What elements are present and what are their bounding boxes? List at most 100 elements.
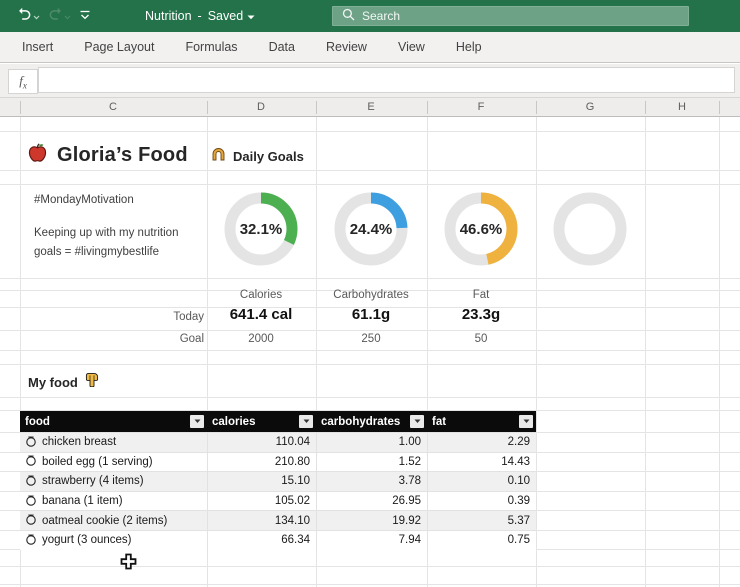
today-row-label: Today bbox=[173, 311, 204, 323]
header-calories[interactable]: calories bbox=[207, 411, 316, 432]
food-name-cell[interactable]: strawberry (4 items) bbox=[20, 472, 207, 491]
fat-filter-dropdown-icon[interactable] bbox=[519, 415, 533, 428]
undo-dropdown-chevron-icon[interactable] bbox=[33, 7, 40, 25]
fat-cell[interactable]: 14.43 bbox=[427, 452, 536, 472]
header-food[interactable]: food bbox=[20, 411, 207, 432]
carbohydrates-cell[interactable]: 3.78 bbox=[316, 472, 427, 491]
column-header-g[interactable]: G bbox=[585, 101, 595, 113]
social-note-cell[interactable]: #MondayMotivation Keeping up with my nut… bbox=[34, 191, 202, 262]
fat-cell[interactable]: 0.10 bbox=[427, 472, 536, 491]
customize-toolbar-button[interactable] bbox=[76, 5, 94, 27]
redo-dropdown-chevron-icon[interactable] bbox=[64, 7, 71, 25]
ribbon-tab-bar: Insert Page Layout Formulas Data Review … bbox=[0, 32, 740, 63]
document-title: Nutrition bbox=[145, 9, 192, 23]
carbohydrates-cell[interactable]: 19.92 bbox=[316, 511, 427, 530]
save-status-dropdown[interactable]: Saved bbox=[208, 9, 255, 23]
tab-review[interactable]: Review bbox=[325, 40, 367, 54]
tab-help[interactable]: Help bbox=[455, 40, 482, 54]
search-input[interactable]: Search bbox=[332, 6, 689, 26]
carbohydrates-filter-dropdown-icon[interactable] bbox=[410, 415, 424, 428]
calories-cell[interactable]: 15.10 bbox=[207, 472, 316, 491]
title-separator: - bbox=[197, 9, 202, 23]
fat-cell[interactable]: 0.75 bbox=[427, 530, 536, 550]
today-fat-value[interactable]: 23.3g bbox=[461, 306, 501, 323]
worksheet[interactable]: Gloria’s Food Daily Goals #MondayMotivat… bbox=[0, 117, 740, 587]
food-table-row[interactable]: banana (1 item) 105.02 26.95 0.39 bbox=[20, 490, 536, 511]
goal-fat-value[interactable]: 50 bbox=[474, 333, 488, 345]
column-header-f[interactable]: F bbox=[477, 101, 485, 113]
food-table-body: chicken breast 110.04 1.00 2.29 boiled egg (… bbox=[20, 432, 536, 550]
fat-cell[interactable]: 5.37 bbox=[427, 511, 536, 530]
saved-dropdown-chevron-icon bbox=[247, 9, 255, 23]
daily-goals-label: Daily Goals bbox=[233, 148, 304, 164]
calories-filter-dropdown-icon[interactable] bbox=[299, 415, 313, 428]
redo-button[interactable] bbox=[45, 4, 74, 28]
food-name-cell[interactable]: boiled egg (1 serving) bbox=[20, 453, 207, 472]
food-name: banana (1 item) bbox=[42, 495, 123, 508]
food-name-cell[interactable]: chicken breast bbox=[20, 433, 207, 452]
food-table-row[interactable]: strawberry (4 items) 15.10 3.78 0.10 bbox=[20, 471, 536, 491]
calories-cell[interactable]: 110.04 bbox=[207, 433, 316, 452]
title-bar: Nutrition - Saved Search bbox=[0, 0, 740, 32]
tab-formulas[interactable]: Formulas bbox=[185, 40, 238, 54]
food-item-icon bbox=[25, 513, 37, 528]
fat-donut-chart: 46.6% bbox=[441, 189, 521, 269]
food-item-icon bbox=[25, 533, 37, 548]
carbohydrates-cell[interactable]: 1.52 bbox=[316, 452, 427, 472]
column-header-d[interactable]: D bbox=[257, 101, 265, 113]
food-table-row[interactable]: oatmeal cookie (2 items) 134.10 19.92 5.37 bbox=[20, 510, 536, 530]
calories-donut-chart: 32.1% bbox=[221, 189, 301, 269]
calories-cell[interactable]: 66.34 bbox=[207, 530, 316, 550]
today-carbohydrates-value[interactable]: 61.1g bbox=[351, 306, 391, 323]
food-filter-dropdown-icon[interactable] bbox=[190, 415, 204, 428]
tab-page-layout[interactable]: Page Layout bbox=[84, 40, 155, 54]
my-food-heading-cell[interactable]: My food bbox=[28, 369, 99, 395]
fat-label: Fat bbox=[472, 289, 490, 301]
food-item-icon bbox=[25, 454, 37, 469]
food-table-header: food calories carbohydrates fat bbox=[20, 411, 536, 432]
food-name: yogurt (3 ounces) bbox=[42, 534, 132, 547]
daily-goals-cell[interactable]: Daily Goals bbox=[211, 145, 304, 167]
column-header-c[interactable]: C bbox=[109, 101, 117, 113]
my-food-label: My food bbox=[28, 374, 78, 390]
header-carbohydrates[interactable]: carbohydrates bbox=[316, 411, 427, 432]
fat-cell[interactable]: 0.39 bbox=[427, 491, 536, 511]
calories-cell[interactable]: 210.80 bbox=[207, 452, 316, 472]
sheet-title-cell[interactable]: Gloria’s Food bbox=[26, 139, 188, 171]
food-name-cell[interactable]: banana (1 item) bbox=[20, 492, 207, 511]
food-table-row[interactable]: chicken breast 110.04 1.00 2.29 bbox=[20, 432, 536, 452]
formula-bar: fx bbox=[0, 64, 740, 98]
goal-carbohydrates-value[interactable]: 250 bbox=[361, 333, 381, 345]
header-fat[interactable]: fat bbox=[427, 411, 536, 432]
carbohydrates-cell[interactable]: 1.00 bbox=[316, 433, 427, 452]
food-name-cell[interactable]: oatmeal cookie (2 items) bbox=[20, 511, 207, 530]
search-placeholder: Search bbox=[362, 9, 401, 23]
column-header-h[interactable]: H bbox=[678, 101, 686, 113]
food-table-row[interactable]: boiled egg (1 serving) 210.80 1.52 14.43 bbox=[20, 451, 536, 472]
tab-data[interactable]: Data bbox=[268, 40, 295, 54]
apple-icon bbox=[26, 141, 49, 169]
today-calories-value[interactable]: 641.4 cal bbox=[229, 306, 293, 323]
food-name: chicken breast bbox=[42, 436, 117, 449]
search-icon bbox=[342, 8, 355, 24]
food-name-cell[interactable]: yogurt (3 ounces) bbox=[20, 531, 207, 550]
pointing-down-hand-icon bbox=[85, 372, 99, 392]
food-table: food calories carbohydrates fat chicken … bbox=[20, 411, 536, 550]
calories-cell[interactable]: 134.10 bbox=[207, 511, 316, 530]
goal-calories-value[interactable]: 2000 bbox=[248, 333, 274, 345]
formula-input[interactable] bbox=[38, 67, 735, 93]
social-caption: Keeping up with my nutrition goals = #li… bbox=[34, 227, 179, 258]
column-header-e[interactable]: E bbox=[367, 101, 375, 113]
food-table-row[interactable]: yogurt (3 ounces) 66.34 7.94 0.75 bbox=[20, 529, 536, 550]
food-name: boiled egg (1 serving) bbox=[42, 455, 153, 468]
fat-cell[interactable]: 2.29 bbox=[427, 433, 536, 452]
tab-insert[interactable]: Insert bbox=[22, 40, 54, 54]
calories-cell[interactable]: 105.02 bbox=[207, 491, 316, 511]
document-title-area[interactable]: Nutrition - Saved bbox=[145, 0, 255, 32]
carbohydrates-cell[interactable]: 7.94 bbox=[316, 530, 427, 550]
carbohydrates-cell[interactable]: 26.95 bbox=[316, 491, 427, 511]
undo-button[interactable] bbox=[14, 4, 43, 28]
fx-button[interactable]: fx bbox=[8, 69, 38, 94]
tab-view[interactable]: View bbox=[397, 40, 425, 54]
